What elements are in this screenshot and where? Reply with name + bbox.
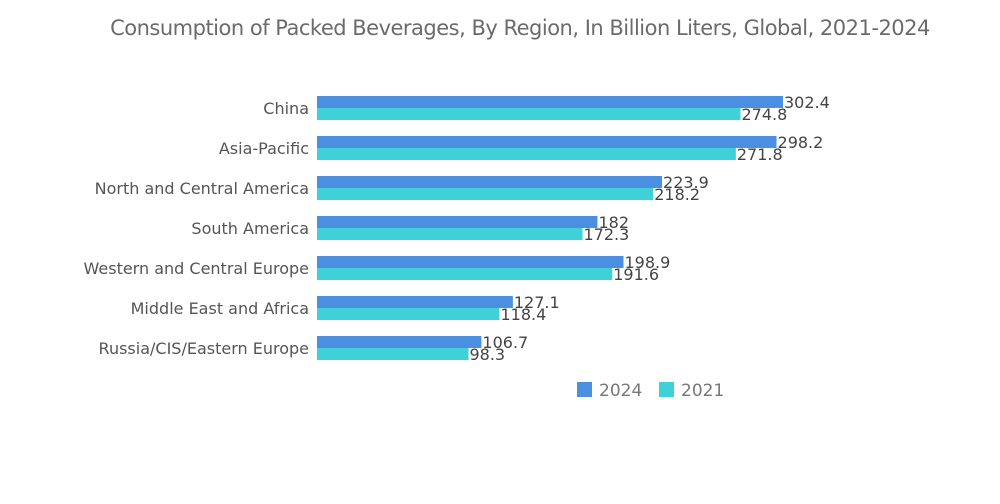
value-label-2024: 198.9 (625, 253, 671, 272)
value-label-2021: 118.4 (500, 305, 546, 324)
category-label: North and Central America (95, 179, 309, 198)
bar-2021 (317, 108, 741, 120)
bar-2024 (317, 296, 513, 308)
bar-2021 (317, 188, 654, 200)
value-label-2021: 98.3 (469, 345, 505, 364)
bar-2024 (317, 176, 663, 188)
value-label-2021: 274.8 (741, 105, 787, 124)
category-labels: China Asia-Pacific North and Central Ameri… (84, 99, 310, 358)
bar-2021 (317, 228, 583, 240)
bar-2024 (317, 336, 482, 348)
value-label-2021: 271.8 (737, 145, 783, 164)
bar-2021 (317, 348, 469, 360)
value-label-2024: 106.7 (482, 333, 528, 352)
value-label-2024: 298.2 (778, 133, 824, 152)
legend-label-2024: 2024 (599, 381, 642, 401)
value-label-2024: 223.9 (663, 173, 709, 192)
value-label-2021: 218.2 (654, 185, 700, 204)
category-label: Asia-Pacific (219, 139, 309, 158)
category-label: Western and Central Europe (84, 259, 310, 278)
bar-2024 (317, 136, 777, 148)
bars (317, 96, 783, 360)
legend: 2024 2021 (577, 381, 724, 401)
bar-2024 (317, 216, 598, 228)
bar-2021 (317, 148, 736, 160)
chart-title: Consumption of Packed Beverages, By Regi… (110, 16, 930, 40)
value-label-2021: 191.6 (613, 265, 659, 284)
value-label-2024: 302.4 (784, 93, 830, 112)
category-label: China (263, 99, 309, 118)
bar-2021 (317, 308, 500, 320)
legend-swatch-2021 (659, 382, 674, 397)
legend-label-2021: 2021 (681, 381, 724, 401)
category-label: South America (191, 219, 309, 238)
value-label-2024: 182 (598, 213, 629, 232)
value-label-2024: 127.1 (514, 293, 560, 312)
category-label: Middle East and Africa (131, 299, 309, 318)
bar-2024 (317, 256, 624, 268)
category-label: Russia/CIS/Eastern Europe (99, 339, 309, 358)
bar-2024 (317, 96, 783, 108)
bar-2021 (317, 268, 613, 280)
legend-swatch-2024 (577, 382, 592, 397)
value-label-2021: 172.3 (584, 225, 630, 244)
